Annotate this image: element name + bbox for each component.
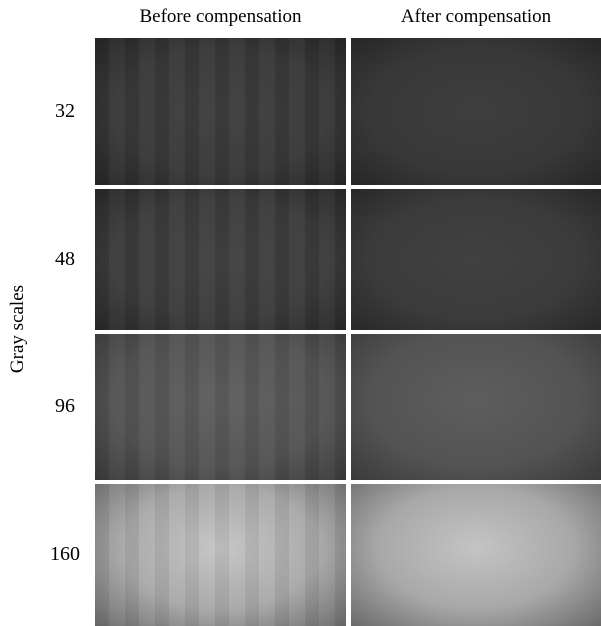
column-header: After compensation bbox=[400, 6, 552, 27]
row-label: 96 bbox=[55, 395, 75, 417]
mura-texture bbox=[95, 38, 346, 185]
row-label: 32 bbox=[55, 99, 75, 122]
image-panel bbox=[351, 484, 601, 626]
image-panel bbox=[351, 334, 601, 480]
mura-texture bbox=[95, 484, 346, 626]
column-header: Before compensation bbox=[139, 6, 302, 27]
row-label: 48 bbox=[55, 247, 75, 270]
mura-texture bbox=[95, 189, 346, 330]
image-panel bbox=[351, 38, 601, 185]
image-panel bbox=[351, 189, 601, 330]
image-panel bbox=[95, 484, 346, 626]
row-label: 160 bbox=[50, 543, 80, 565]
image-panel bbox=[95, 38, 346, 185]
image-panel bbox=[95, 334, 346, 480]
image-panel bbox=[95, 189, 346, 330]
axis-label: Gray scales bbox=[7, 284, 28, 374]
mura-texture bbox=[95, 334, 346, 480]
